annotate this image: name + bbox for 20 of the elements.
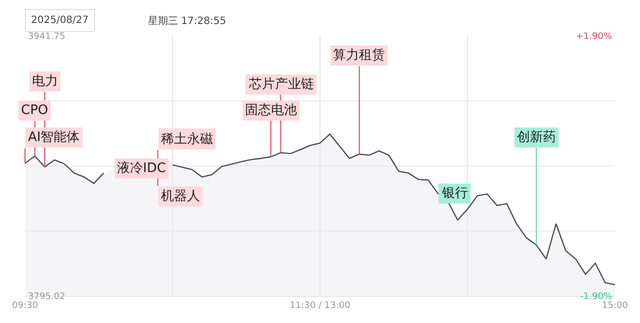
annotation: 芯片产业链 — [248, 77, 314, 92]
annotation: 液冷IDC — [117, 161, 166, 176]
annotation: 创新药 — [517, 130, 556, 145]
y2-tick-label: +1.90% — [576, 32, 612, 42]
y2-tick-label: -1.90% — [580, 292, 612, 302]
annotation: 固态电池 — [245, 103, 297, 118]
x-tick-label: 09:30 — [12, 300, 38, 311]
x-tick-label: 15:00 — [602, 300, 628, 311]
annotation: AI智能体 — [28, 130, 80, 145]
annotation: 银行 — [441, 186, 468, 201]
annotation: CPO — [21, 103, 48, 118]
text: 星期三 17:28:55 — [148, 15, 226, 27]
y-tick-label: 3795.02 — [28, 292, 66, 302]
annotation: 稀土永磁 — [161, 131, 213, 147]
annotation: 算力租赁 — [333, 48, 385, 63]
annotation: 机器人 — [161, 189, 200, 204]
annotation: 电力 — [32, 74, 58, 89]
text: 2025/08/27 — [31, 15, 89, 26]
x-tick-label: 11:30 / 13:00 — [290, 300, 351, 311]
y-tick-label: 3941.75 — [28, 32, 66, 42]
